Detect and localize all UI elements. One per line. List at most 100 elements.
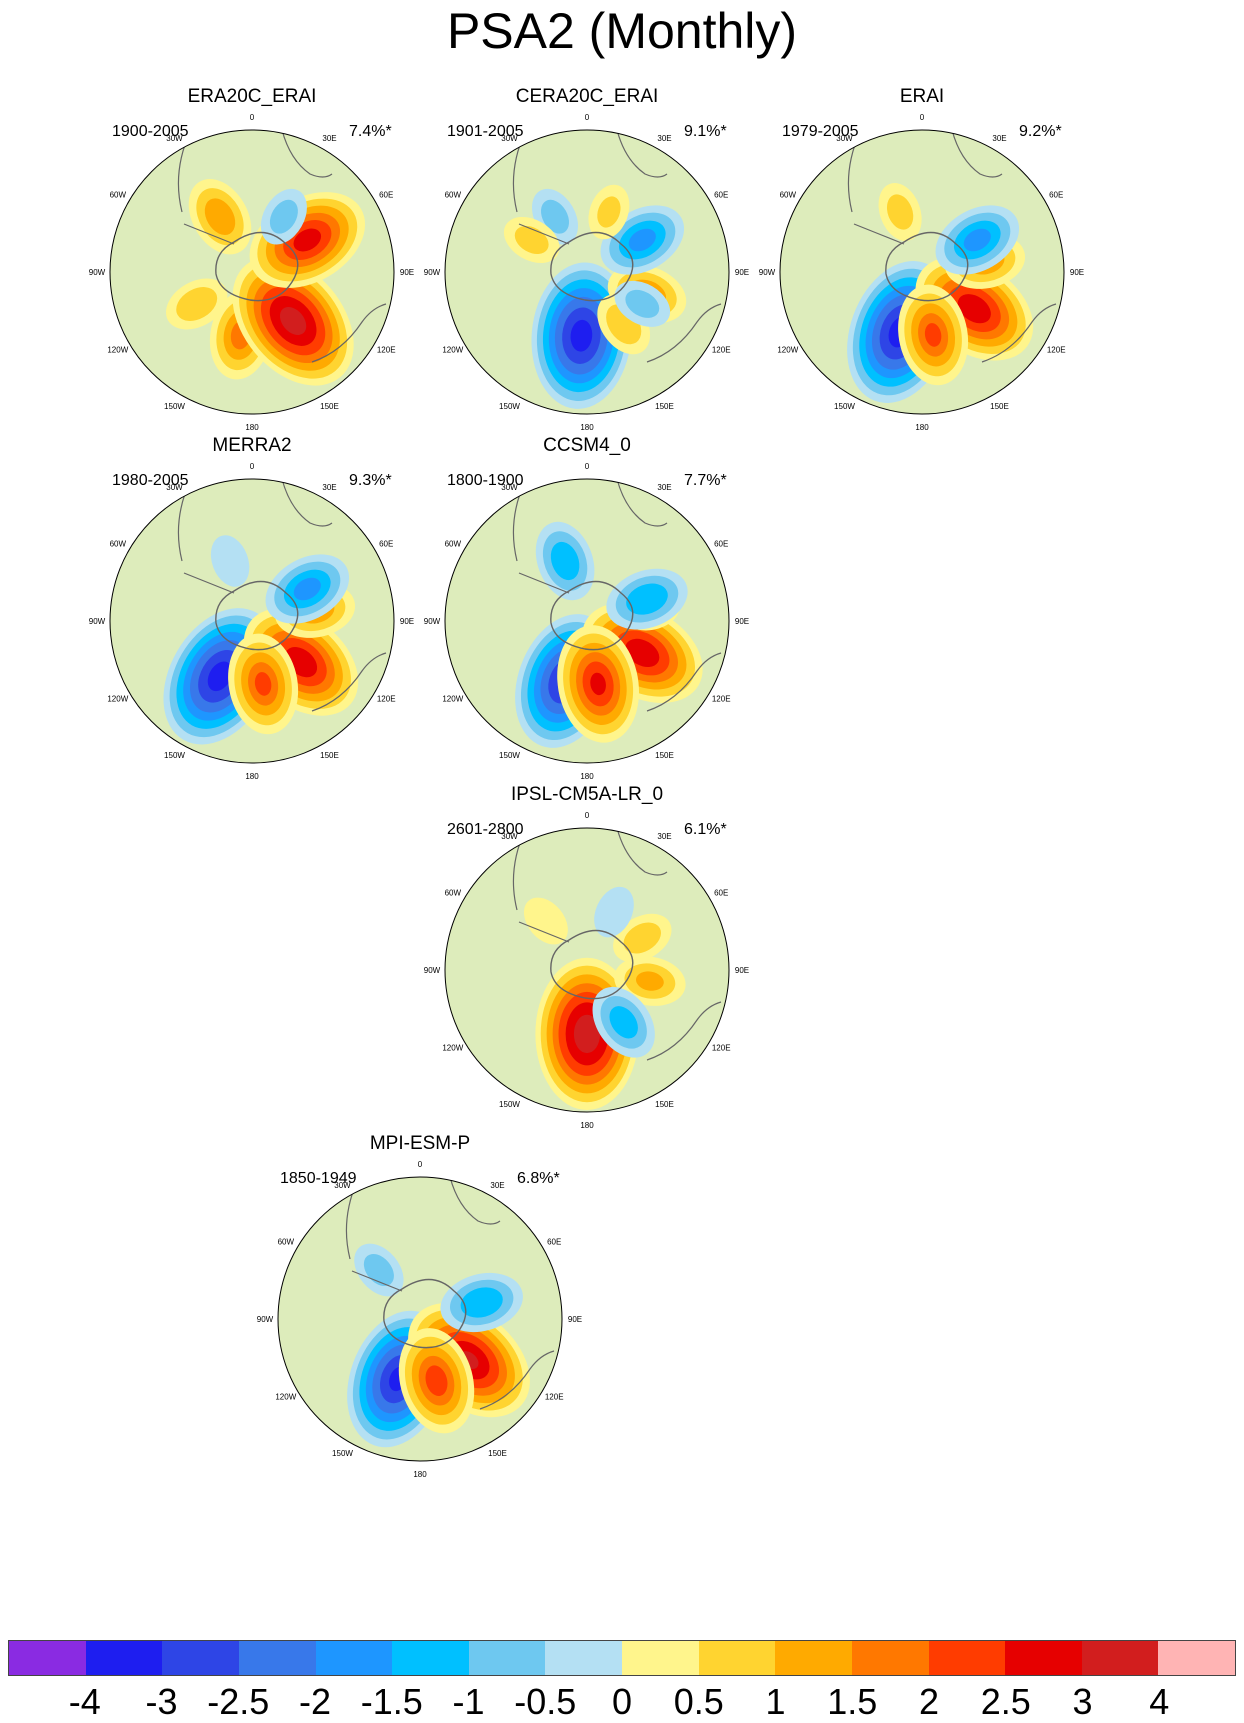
africa-coastline: [616, 828, 668, 876]
anomaly-contour: [210, 535, 250, 587]
anomaly-contour: [540, 199, 570, 234]
colorbar-label: -1: [452, 1681, 485, 1722]
africa-coastline: [951, 130, 1003, 178]
anomaly-contour: [523, 897, 568, 945]
longitude-label: 150W: [499, 1100, 520, 1109]
map-border: [444, 827, 730, 1113]
colorbar: [8, 1640, 1236, 1676]
panel-percent: 9.3%*: [349, 472, 392, 489]
anomaly-contour: [269, 199, 298, 234]
anomaly-contour: [460, 1287, 503, 1318]
longitude-label: 180: [580, 423, 594, 432]
anomaly-contour: [594, 886, 634, 938]
anomaly-contour: [570, 319, 593, 352]
panel-mpi-esm-p: 0 30E 60E 90E 120E 150E 180 150W 120W 90W 60W 30W M…: [257, 1133, 682, 1503]
peninsula-coastline: [351, 1270, 403, 1292]
colorbar-swatch: [1005, 1641, 1082, 1675]
longitude-label: 60E: [379, 191, 393, 200]
longitude-label: 150W: [332, 1449, 353, 1458]
longitude-label: 30E: [490, 1181, 504, 1190]
colorbar-swatch: [85, 1641, 163, 1675]
australia-coastline: [646, 303, 722, 363]
anomaly-contour: [924, 323, 942, 347]
colorbar-swatch: [698, 1641, 776, 1675]
anomaly-contour: [207, 661, 233, 692]
anomaly-contour: [293, 228, 322, 252]
longitude-label: 0: [920, 113, 925, 122]
colorbar-label: -1.5: [360, 1681, 423, 1722]
colorbar-label: -2.5: [207, 1681, 270, 1722]
longitude-label: 90E: [568, 1315, 582, 1324]
africa-coastline: [616, 479, 668, 527]
longitude-label: 0: [418, 1160, 423, 1169]
colorbar-label: 1: [765, 1681, 786, 1722]
anomaly-contour: [204, 198, 236, 236]
panel-period: 1901-2005: [447, 123, 524, 140]
longitude-label: 60W: [445, 540, 462, 549]
longitude-label: 120E: [712, 346, 731, 355]
anomaly-contour: [628, 228, 656, 252]
anomaly-contour: [636, 971, 664, 991]
colorbar-swatch: [622, 1641, 699, 1675]
panel-percent: 7.4%*: [349, 123, 392, 140]
colorbar-swatch: [545, 1641, 622, 1675]
longitude-label: 30E: [322, 483, 336, 492]
peninsula-coastline: [183, 572, 235, 594]
colorbar-label: -3: [145, 1681, 178, 1722]
longitude-label: 60W: [110, 540, 127, 549]
longitude-label: 150W: [499, 751, 520, 760]
longitude-label: 120E: [1047, 346, 1066, 355]
longitude-label: 60E: [714, 540, 728, 549]
peninsula-coastline: [183, 223, 235, 245]
map-border: [109, 129, 395, 415]
colorbar-label: 4: [1149, 1681, 1170, 1722]
longitude-label: 150W: [499, 402, 520, 411]
polar-map: 0 30E 60E 90E 120E 150E 180 150W 120W 90W 60W 30W: [424, 811, 749, 1130]
anomaly-contour: [254, 672, 272, 696]
longitude-label: 90E: [735, 268, 749, 277]
longitude-label: 30W: [166, 134, 183, 143]
longitude-label: 60E: [379, 540, 393, 549]
longitude-label: 30W: [501, 832, 518, 841]
longitude-label: 180: [915, 423, 929, 432]
anomaly-contour: [590, 672, 606, 696]
panel-period: 1800-1900: [447, 472, 524, 489]
anomaly-contour: [963, 228, 991, 252]
panel-title: CERA20C_ERAI: [515, 86, 659, 107]
longitude-label: 90W: [424, 268, 441, 277]
longitude-label: 30E: [657, 832, 671, 841]
longitude-label: 150E: [655, 1100, 674, 1109]
anomaly-contour: [609, 1006, 638, 1039]
longitude-label: 90E: [400, 268, 414, 277]
longitude-label: 150W: [164, 402, 185, 411]
longitude-label: 90W: [424, 966, 441, 975]
colorbar-labels: -4 -3 -2.5 -2 -1.5 -1 -0.5 0 0.5 1 1.5 2 2.5 3 4: [0, 1682, 1244, 1722]
panel-percent: 6.8%*: [517, 1170, 560, 1187]
antarctica-coastline: [550, 929, 634, 1000]
panel-title: MPI-ESM-P: [369, 1133, 471, 1154]
colorbar-swatch: [162, 1641, 239, 1675]
colorbar-swatch: [1158, 1641, 1235, 1675]
longitude-label: 0: [250, 462, 255, 471]
peninsula-coastline: [853, 223, 905, 245]
longitude-label: 60E: [1049, 191, 1063, 200]
polar-map: 0 30E 60E 90E 120E 150E 180 150W 120W 90W 60W 30W: [89, 462, 414, 781]
longitude-label: 60E: [547, 1238, 561, 1247]
longitude-label: 0: [585, 462, 590, 471]
longitude-label: 150E: [488, 1449, 507, 1458]
longitude-label: 120W: [107, 695, 128, 704]
panel-ccsm4-0: 0 30E 60E 90E 120E 150E 180 150W 120W 90W 60W 30W C…: [424, 435, 849, 805]
longitude-label: 0: [585, 113, 590, 122]
antarctica-coastline: [383, 1278, 467, 1349]
longitude-label: 30E: [657, 134, 671, 143]
colorbar-label: 0: [611, 1681, 633, 1722]
panel-merra2: 0 30E 60E 90E 120E 150E 180 150W 120W 90W 60W 30W M…: [89, 435, 514, 805]
longitude-label: 150W: [834, 402, 855, 411]
anomaly-contour: [363, 1253, 394, 1287]
longitude-label: 120E: [377, 695, 396, 704]
anomaly-contour: [176, 287, 218, 321]
colorbar-label: 1.5: [827, 1681, 878, 1722]
longitude-label: 180: [245, 423, 259, 432]
longitude-label: 120W: [442, 1044, 463, 1053]
longitude-label: 180: [413, 1470, 427, 1479]
